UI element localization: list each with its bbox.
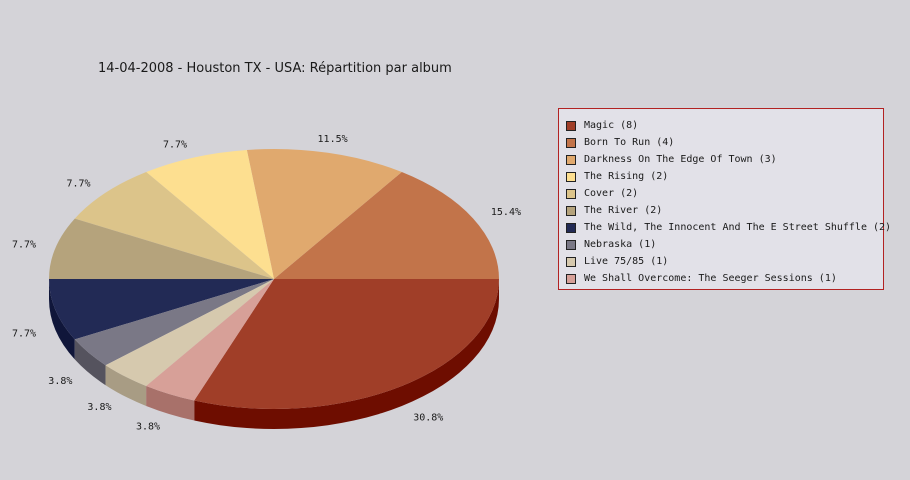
legend-swatch bbox=[566, 256, 576, 267]
legend-label: Cover (2) bbox=[584, 188, 639, 199]
legend-label: The River (2) bbox=[584, 205, 663, 216]
legend-swatch bbox=[566, 154, 576, 165]
pie-slice bbox=[105, 279, 274, 386]
slice-percent-label: 3.8% bbox=[48, 376, 72, 387]
legend: Magic (8) Born To Run (4) Darkness On The … bbox=[558, 108, 891, 290]
legend-item: Magic (8) bbox=[566, 117, 883, 134]
pie-slice bbox=[49, 218, 274, 279]
pie-sides bbox=[49, 279, 499, 430]
slice-percent-label: 3.8% bbox=[136, 422, 160, 433]
pie-side bbox=[194, 279, 499, 430]
legend-swatch bbox=[566, 137, 576, 148]
legend-swatch bbox=[566, 222, 576, 233]
pie-labels: 30.8% 15.4% 11.5% 7.7% 7.7% 7.7% 7.7% 3.8% 3.8% 3… bbox=[12, 134, 521, 432]
pie-slice bbox=[146, 149, 274, 279]
pie-slice bbox=[274, 172, 499, 279]
pie-slices bbox=[49, 148, 499, 409]
pie-slice bbox=[146, 279, 274, 401]
pie-side bbox=[74, 339, 106, 386]
slice-percent-label: 30.8% bbox=[413, 413, 443, 424]
pie-side bbox=[146, 385, 195, 421]
legend-label: Born To Run (4) bbox=[584, 137, 675, 148]
legend-item: Nebraska (1) bbox=[566, 236, 883, 253]
legend-swatch bbox=[566, 171, 576, 182]
slice-percent-label: 3.8% bbox=[87, 402, 111, 413]
legend-label: Live 75/85 (1) bbox=[584, 256, 669, 267]
slice-percent-label: 7.7% bbox=[67, 179, 91, 190]
slice-percent-label: 7.7% bbox=[12, 329, 36, 340]
pie-side bbox=[49, 279, 75, 360]
legend-item: The Rising (2) bbox=[566, 168, 883, 185]
legend-swatch bbox=[566, 120, 576, 131]
legend-item: The River (2) bbox=[566, 202, 883, 219]
legend-swatch bbox=[566, 205, 576, 216]
legend-swatch bbox=[566, 273, 576, 284]
pie-slice bbox=[74, 279, 274, 366]
pie-slice bbox=[246, 148, 402, 279]
legend-swatch bbox=[566, 239, 576, 250]
pie-slice bbox=[74, 172, 274, 279]
legend-item: Cover (2) bbox=[566, 185, 883, 202]
slice-percent-label: 7.7% bbox=[12, 240, 36, 251]
slice-percent-label: 11.5% bbox=[318, 134, 348, 145]
chart-title: 14-04-2008 - Houston TX - USA: Répartiti… bbox=[98, 61, 452, 76]
slice-percent-label: 15.4% bbox=[491, 207, 521, 218]
legend-label: Nebraska (1) bbox=[584, 239, 657, 250]
pie-slice bbox=[194, 279, 499, 409]
legend-item: We Shall Overcome: The Seeger Sessions (… bbox=[566, 270, 883, 287]
slice-percent-label: 7.7% bbox=[163, 139, 187, 150]
legend-item: Born To Run (4) bbox=[566, 134, 883, 151]
pie-slice bbox=[49, 279, 274, 340]
legend-label: The Rising (2) bbox=[584, 171, 669, 182]
legend-item: The Wild, The Innocent And The E Street … bbox=[566, 219, 891, 236]
legend-label: Magic (8) bbox=[584, 120, 639, 131]
legend-label: Darkness On The Edge Of Town (3) bbox=[584, 154, 777, 165]
pie-side bbox=[105, 365, 147, 406]
legend-label: The Wild, The Innocent And The E Street … bbox=[584, 222, 892, 233]
legend-item: Darkness On The Edge Of Town (3) bbox=[566, 151, 883, 168]
legend-label: We Shall Overcome: The Seeger Sessions (… bbox=[584, 273, 837, 284]
legend-item: Live 75/85 (1) bbox=[566, 253, 883, 270]
legend-swatch bbox=[566, 188, 576, 199]
